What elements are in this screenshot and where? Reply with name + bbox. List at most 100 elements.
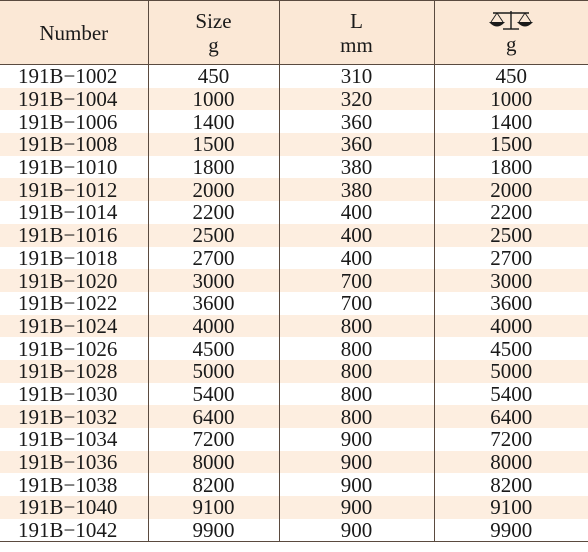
cell-length: 800 bbox=[278, 382, 434, 406]
cell-length: 700 bbox=[278, 269, 434, 292]
table-row: 191B−1034 7200 900 7200 bbox=[0, 428, 588, 451]
cell-length: 320 bbox=[278, 87, 434, 111]
cell-number: 191B−1018 bbox=[18, 246, 118, 270]
balance-scale-icon bbox=[489, 10, 534, 30]
cell-size: 2200 bbox=[147, 201, 279, 224]
table-row: 191B−1042 9900 900 9900 bbox=[0, 518, 588, 543]
header-weight-unit: g bbox=[506, 31, 517, 56]
table-row: 191B−1038 8200 900 8200 bbox=[0, 473, 588, 497]
table-row: 191B−1004 1000 320 1000 bbox=[0, 87, 588, 111]
cell-number: 191B−1024 bbox=[0, 314, 148, 338]
header-number: Number bbox=[0, 0, 148, 65]
cell-size: 3600 bbox=[147, 291, 279, 315]
header-number-label: Number bbox=[39, 20, 109, 45]
table-row: 191B−1016 2500 400 2500 bbox=[0, 223, 588, 247]
cell-weight: 2500 bbox=[433, 223, 588, 247]
cell-weight: 5000 bbox=[433, 359, 588, 383]
cell-length: 400 bbox=[278, 223, 434, 247]
cell-size: 1800 bbox=[147, 155, 279, 179]
cell-size: 8200 bbox=[147, 473, 279, 497]
cell-number: 191B−1016 bbox=[0, 223, 148, 247]
cell-number: 191B−1040 bbox=[0, 496, 148, 519]
header-length-label: L bbox=[350, 8, 363, 33]
cell-length: 800 bbox=[278, 314, 434, 338]
cell-size: 2000 bbox=[147, 178, 279, 202]
cell-length: 800 bbox=[278, 359, 434, 383]
cell-weight: 6400 bbox=[433, 405, 588, 428]
cell-size: 7200 bbox=[147, 428, 279, 451]
cell-number: 191B−1008 bbox=[0, 133, 148, 156]
cell-number: 191B−1022 bbox=[18, 291, 118, 315]
cell-length: 800 bbox=[278, 337, 434, 360]
table-body: 191B−1002 450 310 450 191B−1004 1000 320 1000 19… bbox=[0, 64, 588, 543]
cell-number: 191B−1026 bbox=[18, 337, 118, 360]
cell-number: 191B−1010 bbox=[18, 155, 118, 179]
cell-number: 191B−1004 bbox=[0, 87, 148, 111]
cell-size: 9100 bbox=[147, 496, 279, 519]
cell-size: 1500 bbox=[147, 133, 279, 156]
cell-number: 191B−1006 bbox=[18, 110, 118, 134]
cell-number: 191B−1002 bbox=[18, 64, 118, 88]
cell-number: 191B−1028 bbox=[0, 359, 148, 383]
table-row: 191B−1024 4000 800 4000 bbox=[0, 314, 588, 338]
cell-size: 3000 bbox=[147, 269, 279, 292]
cell-weight: 5400 bbox=[433, 382, 588, 406]
cell-size: 5400 bbox=[147, 382, 279, 406]
table-row: 191B−1018 2700 400 2700 bbox=[0, 246, 588, 270]
cell-length: 700 bbox=[278, 291, 434, 315]
header-size-label: Size bbox=[195, 8, 232, 33]
cell-weight: 2700 bbox=[433, 246, 588, 270]
cell-length: 900 bbox=[278, 473, 434, 497]
header-weight: g bbox=[433, 0, 588, 65]
cell-size: 6400 bbox=[147, 405, 279, 428]
table-row: 191B−1036 8000 900 8000 bbox=[0, 450, 588, 474]
cell-size: 5000 bbox=[147, 359, 279, 383]
cell-weight: 4500 bbox=[433, 337, 588, 360]
table-row: 191B−1008 1500 360 1500 bbox=[0, 133, 588, 156]
cell-weight: 2200 bbox=[433, 201, 588, 224]
cell-weight: 1400 bbox=[433, 110, 588, 134]
cell-size: 9900 bbox=[147, 518, 279, 543]
cell-number: 191B−1036 bbox=[0, 450, 148, 474]
cell-weight: 3600 bbox=[433, 291, 588, 315]
table-row: 191B−1028 5000 800 5000 bbox=[0, 359, 588, 383]
cell-size: 450 bbox=[147, 64, 279, 88]
cell-weight: 2000 bbox=[433, 178, 588, 202]
cell-number: 191B−1038 bbox=[18, 473, 118, 497]
header-size-unit: g bbox=[208, 32, 219, 57]
cell-weight: 9900 bbox=[433, 518, 588, 543]
cell-weight: 8200 bbox=[433, 473, 588, 497]
cell-length: 900 bbox=[278, 428, 434, 451]
table-row: 191B−1006 1400 360 1400 bbox=[0, 110, 588, 134]
cell-length: 400 bbox=[278, 201, 434, 224]
cell-size: 4000 bbox=[147, 314, 279, 338]
header-length-unit: mm bbox=[340, 32, 373, 57]
cell-number: 191B−1012 bbox=[0, 178, 148, 202]
cell-length: 380 bbox=[278, 178, 434, 202]
table-row: 191B−1014 2200 400 2200 bbox=[0, 201, 588, 224]
table-row: 191B−1002 450 310 450 bbox=[0, 64, 588, 88]
cell-number: 191B−1030 bbox=[18, 382, 118, 406]
cell-size: 2500 bbox=[147, 223, 279, 247]
cell-length: 900 bbox=[278, 450, 434, 474]
header-row: Number Size g L mm bbox=[0, 0, 588, 65]
table-row: 191B−1010 1800 380 1800 bbox=[0, 155, 588, 179]
cell-number: 191B−1020 bbox=[0, 269, 148, 292]
cell-weight: 3000 bbox=[433, 269, 588, 292]
table-row: 191B−1022 3600 700 3600 bbox=[0, 291, 588, 315]
cell-length: 360 bbox=[278, 133, 434, 156]
cell-length: 900 bbox=[278, 496, 434, 519]
table-row: 191B−1012 2000 380 2000 bbox=[0, 178, 588, 202]
cell-number: 191B−1034 bbox=[18, 428, 118, 451]
table-row: 191B−1032 6400 800 6400 bbox=[0, 405, 588, 428]
header-length: L mm bbox=[278, 0, 434, 65]
cell-weight: 450 bbox=[433, 64, 588, 88]
cell-size: 8000 bbox=[147, 450, 279, 474]
cell-weight: 8000 bbox=[433, 450, 588, 474]
cell-weight: 1800 bbox=[433, 155, 588, 179]
table-header: Number Size g L mm bbox=[0, 0, 588, 65]
cell-length: 800 bbox=[278, 405, 434, 428]
cell-number: 191B−1014 bbox=[18, 201, 118, 224]
